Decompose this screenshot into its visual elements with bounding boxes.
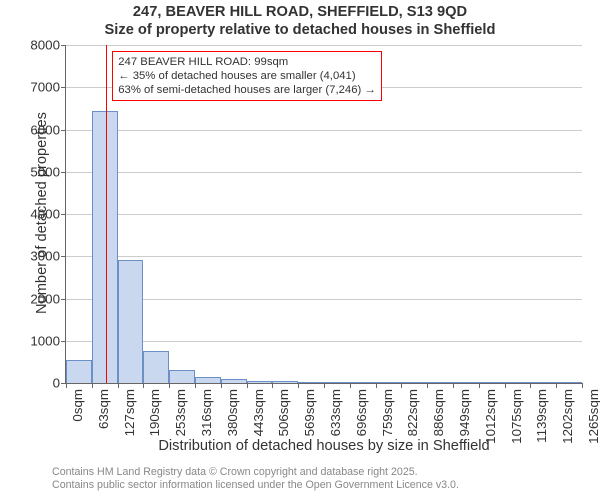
bar	[272, 381, 298, 383]
xtick-mark	[582, 383, 583, 388]
xtick-mark	[401, 383, 402, 388]
xtick-mark	[453, 383, 454, 388]
bar	[530, 382, 556, 383]
bar	[143, 351, 169, 383]
xtick-label: 949sqm	[457, 389, 472, 436]
bar	[118, 260, 144, 383]
xtick-mark	[324, 383, 325, 388]
annotation-line3: 63% of semi-detached houses are larger (…	[118, 83, 376, 97]
bar	[350, 382, 376, 383]
gridline	[66, 45, 582, 46]
xtick-label: 1012sqm	[483, 389, 498, 444]
bar	[427, 382, 453, 383]
bar	[453, 382, 479, 383]
ytick-label: 7000	[30, 80, 66, 95]
xtick-label: 253sqm	[173, 389, 188, 436]
bar	[169, 370, 195, 383]
ytick-label: 5000	[30, 164, 66, 179]
gridline	[66, 299, 582, 300]
bar	[556, 382, 582, 383]
x-axis-label: Distribution of detached houses by size …	[66, 438, 582, 454]
footer-line1: Contains HM Land Registry data © Crown c…	[52, 466, 418, 478]
ytick-label: 4000	[30, 207, 66, 222]
xtick-mark	[195, 383, 196, 388]
xtick-label: 506sqm	[276, 389, 291, 436]
ytick-label: 3000	[30, 249, 66, 264]
xtick-mark	[479, 383, 480, 388]
xtick-label: 190sqm	[147, 389, 162, 436]
bar	[505, 382, 531, 383]
xtick-label: 443sqm	[251, 389, 266, 436]
bar	[221, 379, 247, 383]
footer-line2: Contains public sector information licen…	[52, 479, 459, 491]
xtick-mark	[556, 383, 557, 388]
marker-line	[106, 45, 107, 383]
annotation-box: 247 BEAVER HILL ROAD: 99sqm← 35% of deta…	[112, 51, 382, 101]
xtick-mark	[272, 383, 273, 388]
xtick-mark	[169, 383, 170, 388]
xtick-label: 759sqm	[380, 389, 395, 436]
xtick-mark	[376, 383, 377, 388]
bar	[247, 381, 273, 383]
plot-area: 0100020003000400050006000700080000sqm63s…	[66, 44, 582, 383]
ytick-label: 8000	[30, 38, 66, 53]
xtick-mark	[247, 383, 248, 388]
ytick-label: 6000	[30, 122, 66, 137]
xtick-mark	[350, 383, 351, 388]
xtick-label: 569sqm	[302, 389, 317, 436]
xtick-label: 316sqm	[199, 389, 214, 436]
chart-title-line2: Size of property relative to detached ho…	[0, 22, 600, 38]
gridline	[66, 256, 582, 257]
bar	[66, 360, 92, 383]
ytick-label: 0	[53, 376, 66, 391]
chart-title-line1: 247, BEAVER HILL ROAD, SHEFFIELD, S13 9Q…	[0, 4, 600, 20]
xtick-mark	[530, 383, 531, 388]
xtick-label: 63sqm	[96, 389, 111, 429]
xtick-mark	[505, 383, 506, 388]
annotation-line2: ← 35% of detached houses are smaller (4,…	[118, 69, 376, 83]
xtick-label: 1139sqm	[534, 389, 549, 443]
xtick-mark	[427, 383, 428, 388]
xtick-mark	[92, 383, 93, 388]
xtick-label: 380sqm	[225, 389, 240, 436]
xtick-mark	[221, 383, 222, 388]
ytick-label: 1000	[30, 333, 66, 348]
xtick-label: 633sqm	[328, 389, 343, 436]
xtick-mark	[143, 383, 144, 388]
xtick-label: 0sqm	[70, 389, 85, 422]
bar	[298, 382, 324, 383]
bar	[401, 382, 427, 383]
bar	[479, 382, 505, 383]
bar	[195, 377, 221, 383]
annotation-line1: 247 BEAVER HILL ROAD: 99sqm	[118, 55, 376, 69]
bar	[376, 382, 402, 383]
gridline	[66, 130, 582, 131]
xtick-label: 1265sqm	[586, 389, 600, 444]
xtick-label: 696sqm	[354, 389, 369, 436]
bar	[324, 382, 350, 383]
xtick-mark	[66, 383, 67, 388]
gridline	[66, 172, 582, 173]
xtick-label: 822sqm	[405, 389, 420, 436]
xtick-mark	[118, 383, 119, 388]
ytick-label: 2000	[30, 291, 66, 306]
gridline	[66, 214, 582, 215]
xtick-label: 886sqm	[431, 389, 446, 436]
xtick-label: 1075sqm	[509, 389, 524, 444]
xtick-label: 127sqm	[122, 389, 137, 436]
bar	[92, 111, 118, 384]
xtick-mark	[298, 383, 299, 388]
gridline	[66, 341, 582, 342]
xtick-label: 1202sqm	[560, 389, 575, 444]
chart-container: { "titles": { "line1": "247, BEAVER HILL…	[0, 0, 600, 500]
